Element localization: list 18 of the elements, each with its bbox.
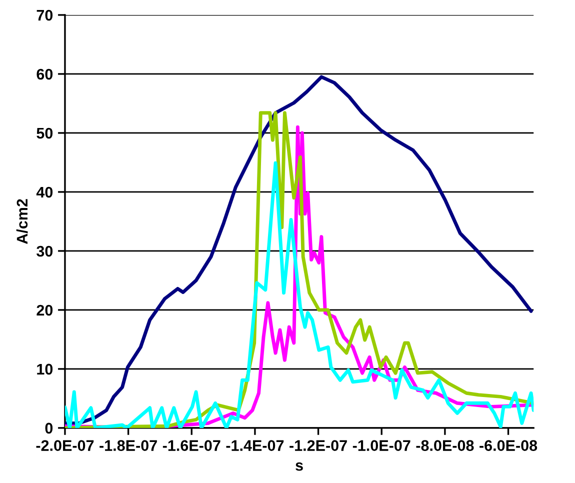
x-tick-label: -6.0E-08	[480, 440, 538, 451]
y-tick-label: 70	[36, 10, 53, 21]
x-tick-label: -1.0E-07	[352, 440, 410, 451]
x-tick-label: -2.0E-07	[36, 440, 94, 451]
y-tick-label: 30	[36, 246, 53, 257]
x-axis-title: s	[296, 462, 303, 471]
y-axis-title: A/cm2	[16, 199, 28, 244]
y-tick-label: 0	[45, 422, 53, 434]
x-tick-label: -8.0E-08	[416, 440, 474, 451]
x-tick-label: -1.8E-07	[100, 440, 157, 451]
y-tick-label: 60	[36, 68, 53, 80]
y-tick-label: 20	[36, 304, 53, 316]
y-tick-label: 40	[36, 186, 53, 198]
y-tick-label: 10	[37, 364, 53, 375]
x-tick-label: -1.4E-07	[226, 440, 284, 451]
x-tick-label: -1.6E-07	[162, 440, 220, 451]
x-tick-label: -1.2E-07	[290, 440, 347, 451]
y-tick-label: 50	[36, 128, 53, 139]
